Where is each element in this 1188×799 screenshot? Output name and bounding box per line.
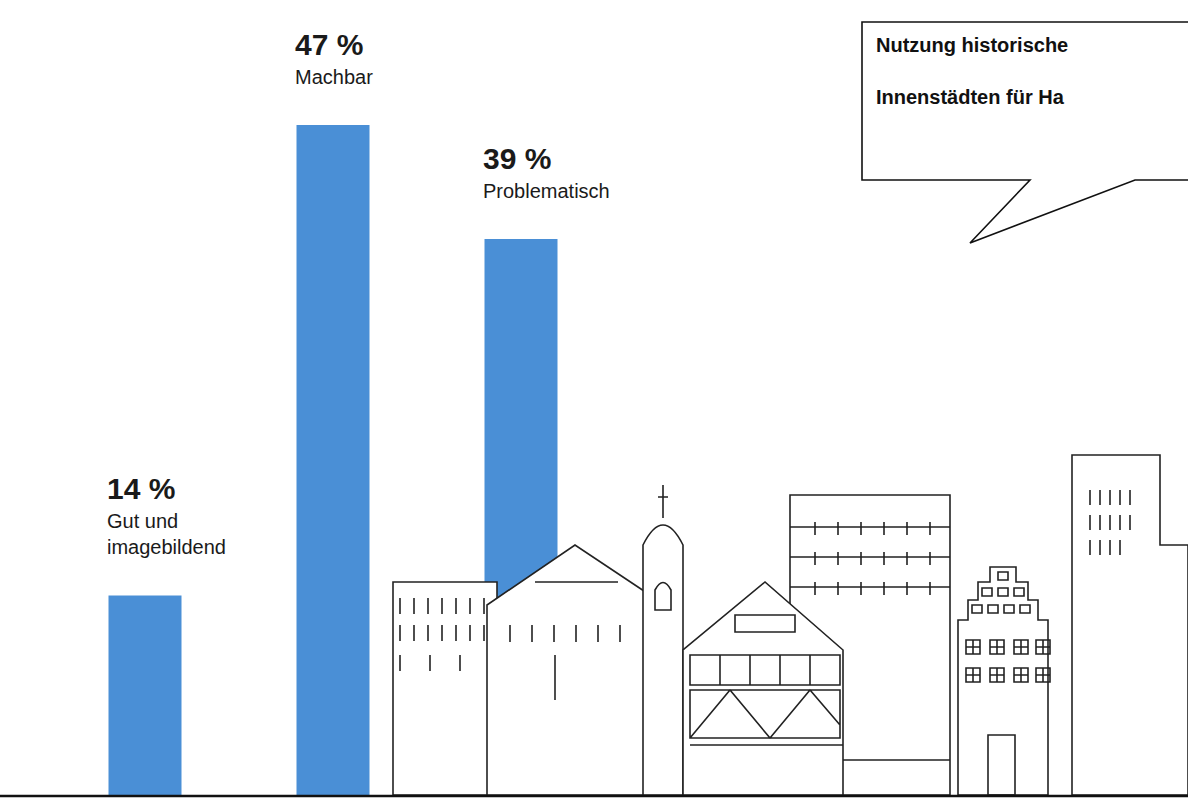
svg-text:Problematisch: Problematisch: [483, 180, 610, 202]
svg-text:Machbar: Machbar: [295, 66, 373, 88]
svg-text:Innenstädten für Ha: Innenstädten für Ha: [876, 86, 1065, 108]
svg-text:47 %: 47 %: [295, 28, 363, 61]
svg-text:39 %: 39 %: [483, 142, 551, 175]
svg-text:Nutzung historische: Nutzung historische: [876, 34, 1068, 56]
svg-text:imagebildend: imagebildend: [107, 536, 226, 558]
svg-text:14 %: 14 %: [107, 472, 175, 505]
svg-text:Gut und: Gut und: [107, 510, 178, 532]
